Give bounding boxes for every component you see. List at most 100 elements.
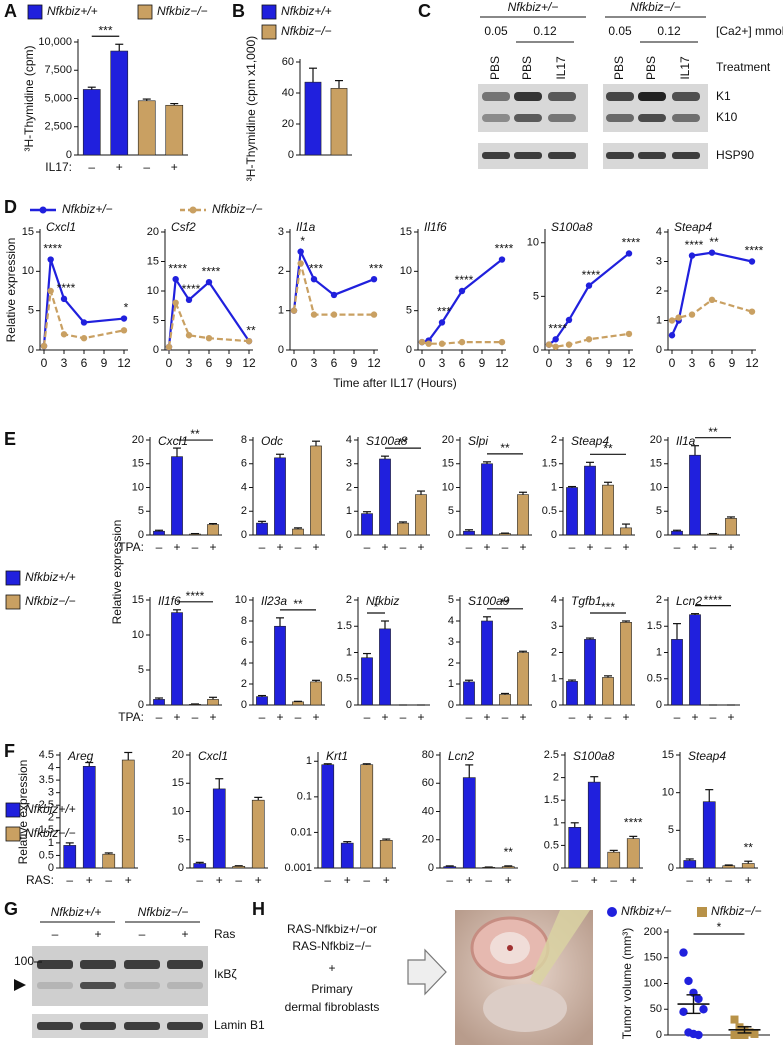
band [482,92,510,101]
x-tick-label: + [417,710,424,724]
bar [304,81,322,156]
y-tick-label: 0 [288,149,294,161]
y-tick-label: 0 [551,529,557,541]
x-tick-label: 12 [242,356,256,370]
x-tick-label: 9 [101,356,108,370]
x-tick-label: + [276,710,283,724]
x-prefix: TPA: [118,710,144,724]
calcium-value: 0.12 [657,24,681,38]
bar [620,622,632,706]
x-tick-label: + [727,540,734,554]
legend-label: Nfkbiz+/+ [281,4,332,18]
x-tick-label: + [483,710,490,724]
y-tick-label: 5 [138,505,144,517]
x-tick-label: – [400,710,407,724]
point [438,340,446,347]
significance-label: ** [500,441,510,455]
chart-title: Csf2 [171,220,196,234]
bar [232,866,246,869]
bar [321,764,335,869]
point [330,291,338,299]
y-tick-label: 1 [48,837,54,849]
lane-label: + [181,927,188,941]
bar [137,100,156,156]
x-tick-label: + [727,710,734,724]
band [606,92,634,101]
significance-label: *** [309,261,323,275]
y-tick-label: 5,000 [44,92,72,104]
x-tick-label: + [344,873,351,887]
y-tick-label: 2 [656,594,662,606]
point [120,315,128,322]
panel-letter: G [4,899,18,919]
y-tick-label: 5 [533,290,539,302]
y-tick-label: 5 [448,594,454,606]
x-tick-label: + [706,873,713,887]
diagram-text: RAS-Nfkbiz+/−or [287,922,377,936]
bar [360,764,374,869]
point [425,340,432,347]
y-tick-label: 15 [650,458,662,470]
y-tick-label: 60 [282,56,294,68]
point [694,994,703,1004]
x-tick-label: – [196,873,203,887]
x-prefix: RAS: [26,873,54,887]
y-tick-label: 2 [241,505,247,517]
calcium-value: 0.05 [608,24,632,38]
x-tick-label: – [502,540,509,554]
legend-swatch [261,4,277,20]
y-tick-label: 10 [235,594,247,606]
y-tick-label: 3 [448,636,454,648]
x-tick-label: – [295,710,302,724]
x-tick-label: – [485,873,492,887]
x-tick-label: – [364,540,371,554]
x-tick-label: – [192,710,199,724]
point [165,343,173,351]
x-tick-label: – [605,710,612,724]
y-tick-label: 5 [28,305,34,317]
legend-label: Nfkbiz+/+ [47,4,98,18]
point [80,335,88,342]
bar [620,527,632,536]
significance-label: ** [709,235,719,249]
point [552,336,559,343]
band-label: HSP90 [716,148,754,162]
lane-label: IL17 [554,56,568,80]
legend-label: Nfkbiz−/− [25,594,76,608]
point [310,276,318,283]
genotype-label: Nfkbiz−/− [630,0,681,14]
y-tick-label: 2 [551,646,557,658]
point [735,1031,744,1039]
bar [193,863,207,869]
point [330,311,338,318]
bar [584,639,596,706]
band [514,92,542,101]
chart-title: Il1a [676,434,696,448]
significance-label: **** [704,593,723,607]
x-tick-label: + [209,710,216,724]
x-tick-label: – [259,540,266,554]
chart-title: Il1a [296,220,316,234]
bar [702,801,716,869]
bar [725,518,737,536]
y-tick-label: 5 [153,314,159,326]
panel-letter: B [232,1,245,21]
blot [32,946,208,1006]
point [585,282,593,289]
treatment-label: Treatment [716,60,771,74]
significance-label: * [717,920,722,934]
band [37,960,73,969]
x-tick-label: + [312,540,319,554]
point [708,296,716,304]
point [290,307,298,314]
bar [256,522,268,536]
photo-detail [507,945,513,951]
point [688,252,696,259]
y-tick-label: 0.001 [284,862,312,874]
y-tick-label: 2 [48,812,54,824]
significance-label: **** [582,268,601,282]
significance-label: **** [548,321,567,335]
point [297,248,304,255]
x-tick-label: + [466,873,473,887]
